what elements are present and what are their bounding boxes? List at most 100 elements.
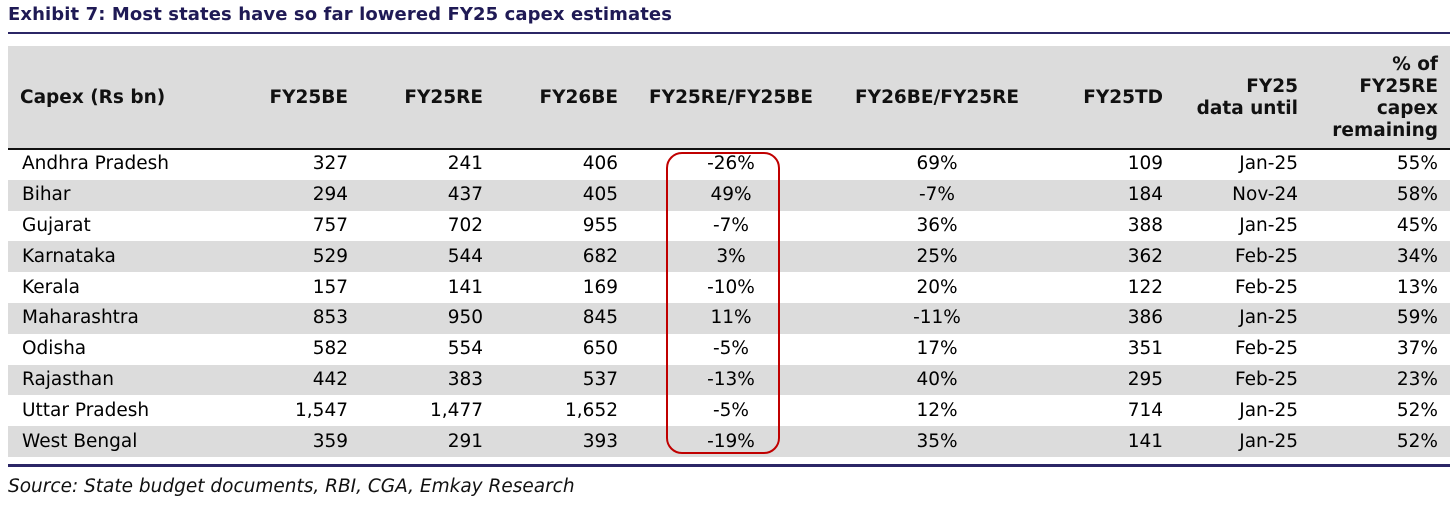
cell-re-be: -13% [707, 368, 755, 390]
cell-until: Jan-25 [1239, 214, 1298, 236]
cell-fy25re: 241 [447, 153, 483, 175]
cell-be26-re25: 17% [916, 338, 958, 360]
cell-re-be: -10% [707, 276, 755, 298]
cell-remaining: 52% [1396, 399, 1438, 421]
cell-fy25td: 714 [1127, 399, 1163, 421]
source-note: Source: State budget documents, RBI, CGA… [8, 476, 575, 497]
cell-be26-re25: 40% [916, 368, 958, 390]
cell-be26-re25: -7% [918, 184, 956, 206]
cell-fy26be: 650 [582, 338, 618, 360]
cell-re-be: 3% [716, 245, 746, 267]
cell-fy25re: 702 [447, 214, 483, 236]
cell-re-be: -19% [707, 430, 755, 452]
cell-until: Jan-25 [1239, 399, 1298, 421]
cell-fy26be: 169 [582, 276, 618, 298]
cell-state: West Bengal [22, 430, 138, 452]
cell-state: Karnataka [22, 245, 116, 267]
header-remaining-line-3: capex [1376, 97, 1438, 119]
cell-be26-re25: 69% [916, 153, 958, 175]
cell-state: Rajasthan [22, 368, 114, 390]
cell-re-be: -5% [712, 338, 750, 360]
cell-fy25td: 388 [1127, 214, 1163, 236]
table-body: Andhra Pradesh 327 241 406 -26% 69% 109 Jan-25 5… [8, 149, 1450, 457]
cell-fy25re: 544 [447, 245, 483, 267]
bottom-rule [8, 464, 1450, 467]
cell-fy25be: 582 [312, 338, 348, 360]
cell-fy25td: 295 [1127, 368, 1163, 390]
header-data-until-line-1: FY25 [1246, 75, 1298, 97]
cell-fy25re: 437 [447, 184, 483, 206]
cell-fy26be: 1,652 [565, 399, 618, 421]
cell-until: Nov-24 [1232, 184, 1298, 206]
table-row: Gujarat 757 702 955 -7% 36% 388 Jan-25 45% [8, 210, 1450, 242]
table-row: Bihar 294 437 405 49% -7% 184 Nov-24 58% [8, 179, 1450, 211]
cell-fy25re: 141 [447, 276, 483, 298]
cell-fy26be: 682 [582, 245, 618, 267]
cell-fy25re: 383 [447, 368, 483, 390]
table-row: Odisha 582 554 650 -5% 17% 351 Feb-25 37% [8, 333, 1450, 365]
cell-be26-re25: 25% [916, 245, 958, 267]
header-fy26be: FY26BE [539, 86, 618, 108]
cell-fy25re: 291 [447, 430, 483, 452]
cell-fy26be: 406 [582, 153, 618, 175]
header-fy25td: FY25TD [1083, 86, 1163, 108]
header-remaining: % of FY25RE capex remaining [1310, 46, 1450, 149]
table-row: West Bengal 359 291 393 -19% 35% 141 Jan-25 52% [8, 426, 1450, 457]
cell-remaining: 59% [1396, 307, 1438, 329]
header-remaining-line-4: remaining [1332, 119, 1438, 141]
header-row: Capex (Rs bn) FY25BE FY25RE FY26BE FY25R… [8, 46, 1450, 149]
cell-remaining: 34% [1396, 245, 1438, 267]
cell-remaining: 23% [1396, 368, 1438, 390]
header-bottom-border [8, 148, 1450, 150]
header-remaining-line-1: % of [1392, 53, 1438, 75]
header-remaining-line-2: FY25RE [1359, 75, 1438, 97]
cell-until: Jan-25 [1239, 307, 1298, 329]
cell-until: Feb-25 [1235, 276, 1298, 298]
header-be26-re25: FY26BE/FY25RE [855, 86, 1019, 108]
top-rule [8, 32, 1450, 34]
cell-re-be: -26% [707, 153, 755, 175]
capex-table-container: Capex (Rs bn) FY25BE FY25RE FY26BE FY25 R… [8, 46, 1450, 457]
cell-fy25be: 327 [312, 153, 348, 175]
cell-re-be: 49% [710, 184, 752, 206]
cell-remaining: 55% [1396, 153, 1438, 175]
cell-remaining: 45% [1396, 214, 1438, 236]
cell-fy25be: 157 [312, 276, 348, 298]
cell-state: Uttar Pradesh [22, 399, 150, 421]
cell-fy25be: 294 [312, 184, 348, 206]
cell-state: Odisha [22, 338, 87, 360]
cell-fy25be: 853 [312, 307, 348, 329]
cell-fy25td: 109 [1127, 153, 1163, 175]
cell-fy25be: 1,547 [295, 399, 348, 421]
cell-until: Jan-25 [1239, 153, 1298, 175]
cell-state: Andhra Pradesh [22, 153, 169, 175]
cell-fy25be: 757 [312, 214, 348, 236]
cell-fy25td: 351 [1127, 338, 1163, 360]
cell-re-be: -5% [712, 399, 750, 421]
cell-fy25td: 141 [1127, 430, 1163, 452]
header-fy25be: FY25BE [269, 86, 348, 108]
table-row: Andhra Pradesh 327 241 406 -26% 69% 109 Jan-25 5… [8, 149, 1450, 180]
exhibit-title: Exhibit 7: Most states have so far lower… [8, 4, 673, 25]
table-row: Kerala 157 141 169 -10% 20% 122 Feb-25 13% [8, 272, 1450, 303]
table-row: Maharashtra 853 950 845 11% -11% 386 Jan-25 59% [8, 302, 1450, 334]
header-state: Capex (Rs bn) [20, 86, 166, 108]
capex-table: Capex (Rs bn) FY25BE FY25RE FY26BE FY25 R… [8, 46, 1450, 457]
cell-fy25td: 362 [1127, 245, 1163, 267]
cell-fy25td: 122 [1127, 276, 1163, 298]
cell-fy25be: 359 [312, 430, 348, 452]
cell-fy26be: 405 [582, 184, 618, 206]
cell-fy26be: 393 [582, 430, 618, 452]
cell-be26-re25: 12% [916, 399, 958, 421]
cell-be26-re25: -11% [913, 307, 961, 329]
cell-remaining: 13% [1396, 276, 1438, 298]
header-data-until: FY25 data until [1175, 46, 1310, 149]
cell-be26-re25: 20% [916, 276, 958, 298]
table-row: Uttar Pradesh 1,547 1,477 1,652 -5% 12% 714 Jan… [8, 395, 1450, 427]
cell-state: Kerala [22, 276, 81, 298]
cell-state: Maharashtra [22, 307, 139, 329]
cell-re-be: -7% [712, 214, 750, 236]
cell-until: Feb-25 [1235, 368, 1298, 390]
cell-fy25re: 554 [447, 338, 483, 360]
cell-re-be: 11% [710, 307, 752, 329]
